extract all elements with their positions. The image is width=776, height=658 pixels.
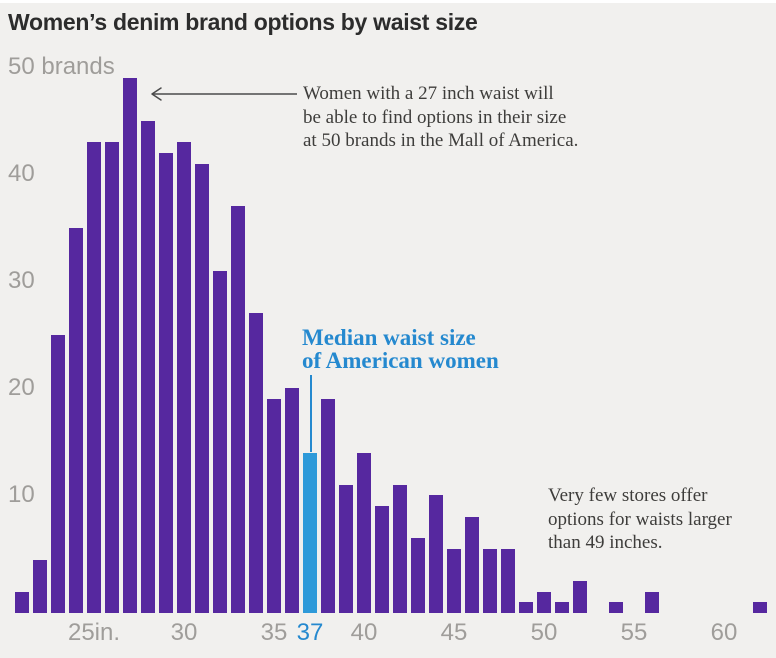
bar-size-46	[465, 516, 479, 613]
bar-size-38	[321, 399, 335, 613]
x-tick-50: 50	[530, 619, 558, 646]
bar-size-44	[429, 495, 443, 613]
bar-size-52	[573, 580, 587, 613]
bar-size-29	[159, 152, 173, 613]
y-tick-20: 20	[8, 374, 35, 401]
page-title: Women’s denim brand options by waist siz…	[8, 9, 478, 35]
bar-size-49	[519, 602, 533, 613]
bar-size-40	[357, 452, 371, 613]
annotation-large-sizes: Very few stores offer options for waists…	[548, 484, 732, 555]
annotation-peak-line-1: Women with a 27 inch waist will	[303, 83, 554, 104]
bar-size-48	[501, 548, 515, 613]
bar-size-31	[195, 163, 209, 613]
bar-size-45	[447, 548, 461, 613]
x-tick-25: 25in.	[67, 619, 121, 646]
annotation-large-line-3: than 49 inches.	[548, 532, 663, 553]
median-connector-line	[310, 375, 312, 452]
arrow-left-icon	[151, 87, 297, 101]
x-tick-35: 35	[260, 619, 288, 646]
annotation-large-line-2: options for waists larger	[548, 508, 732, 530]
y-tick-10: 10	[8, 481, 35, 508]
annotation-peak-line-3: at 50 brands in the Mall of America.	[303, 130, 579, 151]
bar-size-43	[411, 538, 425, 613]
annotation-peak-line-2: be able to find options in their size	[303, 106, 567, 128]
bar-size-23	[51, 334, 65, 613]
bar-size-35	[267, 399, 281, 613]
annotation-median-line-1: Median waist size	[302, 325, 476, 350]
bar-size-32	[213, 270, 227, 613]
bar-size-36	[285, 388, 299, 613]
bar-size-51	[555, 602, 569, 613]
top-divider	[0, 0, 776, 3]
x-tick-60: 60	[710, 619, 738, 646]
bar-size-54	[609, 602, 623, 613]
bar-size-25	[87, 142, 101, 613]
bar-size-22	[33, 559, 47, 613]
bar-size-37	[303, 452, 317, 613]
annotation-median: Median waist size of American women	[302, 326, 499, 372]
annotation-median-line-2: of American women	[302, 348, 499, 373]
bar-size-42	[393, 484, 407, 613]
annotation-peak: Women with a 27 inch waist will be able …	[303, 82, 578, 153]
y-tick-30: 30	[8, 267, 35, 294]
bar-size-62	[753, 602, 767, 613]
bar-size-21	[15, 591, 29, 613]
bar-size-39	[339, 484, 353, 613]
bar-size-24	[69, 227, 83, 613]
x-tick-30: 30	[170, 619, 198, 646]
bar-size-27	[123, 78, 137, 613]
y-tick-50: 50 brands	[8, 53, 115, 80]
bar-size-34	[249, 313, 263, 613]
bar-size-50	[537, 591, 551, 613]
annotation-large-line-1: Very few stores offer	[548, 485, 708, 506]
bar-size-26	[105, 142, 119, 613]
bar-size-28	[141, 120, 155, 613]
x-tick-40: 40	[350, 619, 378, 646]
bar-size-30	[177, 142, 191, 613]
bar-size-56	[645, 591, 659, 613]
bar-size-41	[375, 506, 389, 613]
bar-size-33	[231, 206, 245, 613]
x-tick-55: 55	[620, 619, 648, 646]
x-tick-37: 37	[296, 619, 324, 646]
x-tick-45: 45	[440, 619, 468, 646]
bar-size-47	[483, 548, 497, 613]
y-tick-40: 40	[8, 160, 35, 187]
